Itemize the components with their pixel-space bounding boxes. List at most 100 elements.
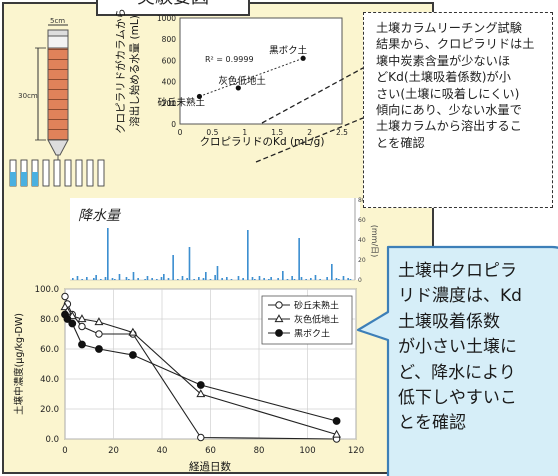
rain-ytick-label: 80 <box>358 197 366 204</box>
line-ytick-label: 20.0 <box>40 405 59 415</box>
rain-bar <box>298 238 300 280</box>
scatter-xtick-label: 1.5 <box>271 128 283 137</box>
note-line: 結果から、クロピラリドは土 <box>376 37 535 52</box>
panel-title-tab: 実験要因 <box>96 0 250 16</box>
rain-bar <box>167 278 170 280</box>
note-line: どKd(土壌吸着係数)が小 <box>376 70 511 85</box>
rain-bar <box>118 274 121 280</box>
scatter-trendline <box>199 57 304 97</box>
callout-line: ど、降水により <box>398 362 516 383</box>
line-point <box>94 317 104 326</box>
rain-bar <box>205 272 207 280</box>
rain-bar <box>144 279 146 280</box>
scatter-point <box>196 93 203 100</box>
line-xtick-label: 60 <box>205 446 216 456</box>
panel-title: 実験要因 <box>98 0 248 8</box>
note-line: さい(土壌に吸着しにくい) <box>376 86 520 101</box>
line-xtick-label: 20 <box>108 446 119 456</box>
scatter-point-label: 砂丘未熟土 <box>157 96 205 108</box>
rain-chart: 0 20 40 60 80 降水量 (mm/日) <box>70 197 379 284</box>
rain-ytick-label: 20 <box>358 257 366 264</box>
soil-column-illustration <box>35 24 69 162</box>
scatter-point-label: 黒ボク土 <box>269 44 308 56</box>
line-xtick-label: 80 <box>254 446 265 456</box>
rain-bar <box>137 278 139 280</box>
scatter-xlabel: クロピラリドのKd (mL/g) <box>200 136 325 148</box>
rain-bar <box>319 279 321 280</box>
line-point <box>128 327 138 336</box>
rain-bar <box>151 278 153 280</box>
rain-bar <box>263 278 265 280</box>
scatter-ylabel-line1: クロピラリドがカラムから <box>114 8 127 134</box>
scatter-ytick-label: 200 <box>162 99 177 108</box>
rain-bar <box>242 278 244 280</box>
scatter-annotation: R² = 0.9999 <box>205 55 254 64</box>
rain-bar <box>202 278 205 280</box>
rain-bar <box>247 230 249 280</box>
rain-title: 降水量 <box>78 208 122 224</box>
scatter-ytick-label: 0 <box>171 120 176 129</box>
line-point <box>78 322 86 331</box>
line-ytick-label: 40.0 <box>40 375 59 385</box>
rain-bar <box>226 277 228 280</box>
callout-line: が小さい土壌に <box>398 337 517 358</box>
rain-bar <box>72 278 74 280</box>
rain-bar <box>291 276 293 280</box>
rain-bar <box>282 271 284 280</box>
legend-entry-label: 黒ボク土 <box>294 328 330 340</box>
rain-bar <box>125 277 128 280</box>
rain-plot-area <box>70 198 360 280</box>
line-ytick-label: 80.0 <box>40 315 59 325</box>
line-ylabel: 土壌中濃度(μg/kg-DW) <box>13 313 25 415</box>
callout-text: 土壌中クロピラ リド濃度は、Kd 土壌吸着係数 が小さい土壌に ど、降水により … <box>398 259 558 437</box>
line-point <box>196 389 206 398</box>
rain-bar <box>76 276 79 280</box>
rain-bar <box>186 278 188 280</box>
line-ytick-label: 100.0 <box>35 285 59 295</box>
rain-bar <box>128 279 130 280</box>
rain-bar <box>310 278 312 280</box>
rain-bar <box>349 279 352 280</box>
rain-bar <box>221 278 223 280</box>
scatter-ylabel-line2: 溶出し始める水量 (mL) <box>128 15 141 127</box>
line-point <box>129 351 137 359</box>
rain-bar <box>111 278 114 280</box>
rain-ytick-label: 40 <box>358 237 366 244</box>
line-point <box>275 301 283 309</box>
line-point <box>274 314 284 323</box>
line-xlabel: 経過日数 <box>189 460 231 473</box>
legend-entry-label: 砂丘未熟土 <box>294 300 339 312</box>
rain-bar <box>172 255 174 280</box>
rain-bar <box>254 279 256 280</box>
scatter-xtick-label: 2 <box>307 128 312 137</box>
rain-bar <box>270 277 272 280</box>
scatter-plot-area <box>179 17 343 125</box>
rain-bar <box>156 279 158 280</box>
rain-bar <box>286 279 289 280</box>
line-point <box>332 417 341 425</box>
rain-bar <box>209 279 212 280</box>
note-line: 壌中炭素含量が少ないほ <box>376 53 511 68</box>
line-xtick-label: 100 <box>299 446 315 456</box>
line-xtick-label: 120 <box>348 446 364 456</box>
scatter-ytick-label: 800 <box>162 35 177 44</box>
rain-bar <box>338 279 340 280</box>
rain-bar <box>251 277 254 280</box>
rain-bar <box>163 274 165 280</box>
rain-bar <box>268 279 270 280</box>
rain-bar <box>181 276 184 280</box>
line-point <box>95 345 103 353</box>
rain-bar <box>347 278 349 280</box>
rain-bar <box>193 279 195 280</box>
scatter-ytick-label: 600 <box>162 56 177 65</box>
rain-ytick-label: 60 <box>358 217 366 224</box>
rain-bar <box>214 275 216 280</box>
rain-bar <box>160 277 163 280</box>
rain-bar <box>258 276 261 280</box>
rain-bar <box>146 276 149 280</box>
rain-bar <box>300 277 303 280</box>
line-point <box>68 319 77 328</box>
